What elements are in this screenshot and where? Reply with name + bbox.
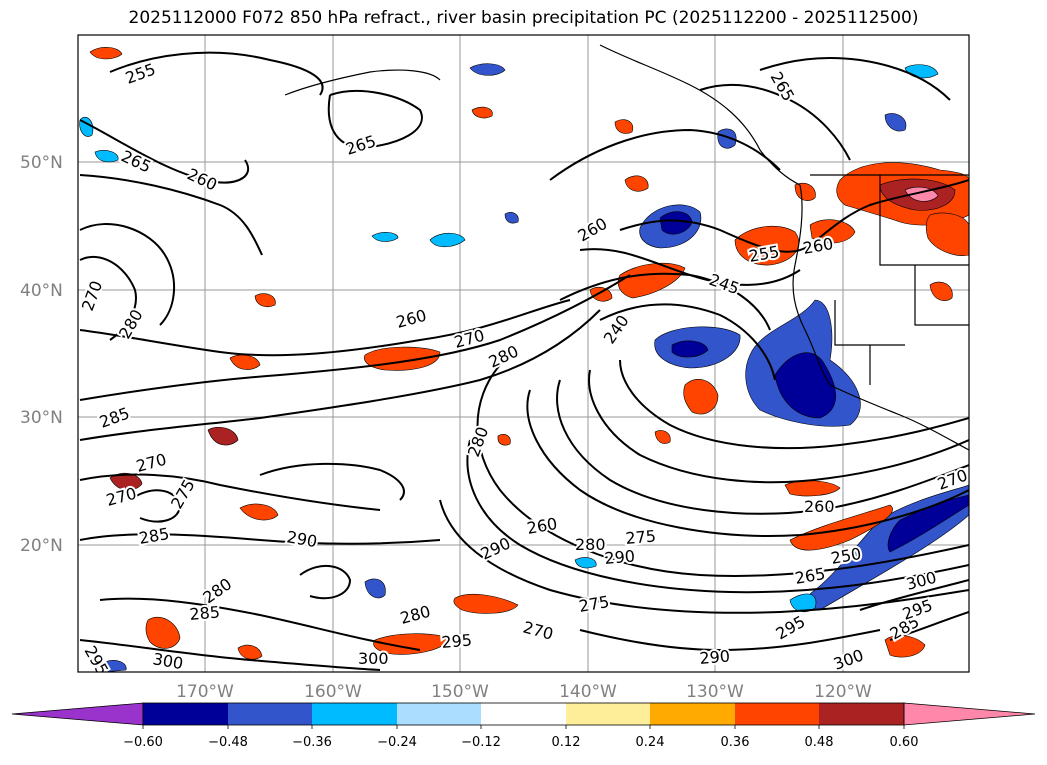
lon-label-160w: 160°W — [304, 682, 362, 702]
colorbar-tick-label: −0.24 — [377, 735, 417, 750]
blue-region — [774, 352, 836, 419]
colorbar-tick-label: −0.36 — [292, 735, 332, 750]
colorbar-tick-label: 0.12 — [552, 735, 581, 750]
red-region — [929, 281, 953, 301]
red-region — [229, 354, 261, 370]
contour-label: 260 — [804, 497, 835, 516]
blue-region — [469, 63, 506, 76]
colorbar-tick-label: −0.48 — [208, 735, 248, 750]
lon-label-140w: 140°W — [559, 682, 617, 702]
blue-region — [429, 232, 466, 248]
colorbar-segment — [481, 703, 566, 725]
red-region — [89, 47, 123, 60]
colorbar-segment — [819, 703, 904, 725]
contour-label: 275 — [625, 526, 657, 548]
colorbar-segment — [735, 703, 819, 725]
lat-label-40n: 40°N — [20, 281, 63, 301]
red-region — [614, 119, 634, 134]
refractivity-contours — [79, 51, 969, 671]
contour-label: 300 — [358, 649, 389, 668]
lon-label-170w: 170°W — [176, 682, 234, 702]
coastlines — [284, 44, 969, 451]
red-region — [239, 503, 279, 521]
red-region — [145, 616, 181, 649]
blue-region — [671, 340, 709, 358]
colorbar-tick-label: 0.36 — [721, 735, 750, 750]
contour-label: 280 — [575, 535, 606, 554]
contour-label: 290 — [699, 646, 731, 668]
red-region — [884, 635, 926, 658]
map-title: 2025112000 F072 850 hPa refract., river … — [128, 8, 919, 28]
contour-label: 285 — [189, 602, 221, 624]
map-area[interactable]: 255 265 265 260 260 270 280 285 270 270 … — [78, 35, 970, 678]
lat-label-50n: 50°N — [20, 153, 63, 173]
contour-label: 265 — [793, 564, 826, 588]
red-region — [373, 633, 451, 655]
colorbar-tick-label: 0.48 — [805, 735, 834, 750]
contour-label: 295 — [441, 630, 473, 652]
blue-region — [504, 212, 519, 224]
lat-label-30n: 30°N — [20, 408, 63, 428]
red-region — [471, 106, 493, 119]
colorbar-segment — [312, 703, 397, 725]
colorbar-ticks — [142, 725, 905, 729]
lon-label-120w: 120°W — [814, 682, 872, 702]
contour-label: 290 — [604, 546, 636, 568]
red-region — [925, 212, 969, 256]
colorbar-tick-label: 0.60 — [890, 735, 919, 750]
colorbar-tick-label: −0.60 — [123, 735, 163, 750]
blue-region — [94, 150, 119, 163]
lon-label-150w: 150°W — [431, 682, 489, 702]
blue-region — [371, 232, 399, 242]
red-region — [254, 293, 276, 307]
red-region — [683, 378, 719, 415]
blue-region — [789, 593, 817, 613]
blue-region — [884, 113, 907, 132]
positive-anomaly-regions — [89, 47, 969, 660]
colorbar-segment — [143, 703, 228, 725]
colorbar-extend-right — [903, 702, 1036, 726]
colorbar-tick-label: 0.24 — [636, 735, 665, 750]
colorbar-segment — [566, 703, 650, 725]
red-region — [617, 263, 686, 299]
contour-label: 260 — [801, 234, 834, 258]
negative-anomaly-regions — [79, 63, 969, 672]
lat-label-20n: 20°N — [20, 536, 63, 556]
blue-region — [717, 128, 737, 149]
blue-region — [574, 557, 597, 569]
red-region — [109, 472, 143, 491]
red-region — [654, 430, 671, 444]
colorbar-segment — [397, 703, 481, 725]
red-region — [497, 434, 511, 446]
longitude-labels: 170°W 160°W 150°W 140°W 130°W 120°W — [176, 682, 872, 702]
blue-region — [103, 660, 127, 672]
red-region — [237, 644, 263, 660]
colorbar-extend-left — [11, 702, 144, 726]
red-region — [453, 593, 519, 614]
colorbar-segment — [650, 703, 735, 725]
map-frame — [77, 34, 970, 673]
lon-label-130w: 130°W — [686, 682, 744, 702]
colorbar-segment — [228, 703, 312, 725]
red-region — [624, 175, 649, 192]
blue-region — [364, 578, 386, 599]
red-region — [589, 286, 613, 302]
colorbar: −0.60 −0.48 −0.36 −0.24 −0.12 0.12 0.24 … — [11, 702, 1036, 750]
red-region — [789, 504, 893, 551]
latitude-labels: 50°N 40°N 30°N 20°N — [20, 153, 63, 556]
colorbar-tick-label: −0.12 — [461, 735, 501, 750]
red-region — [207, 427, 239, 446]
